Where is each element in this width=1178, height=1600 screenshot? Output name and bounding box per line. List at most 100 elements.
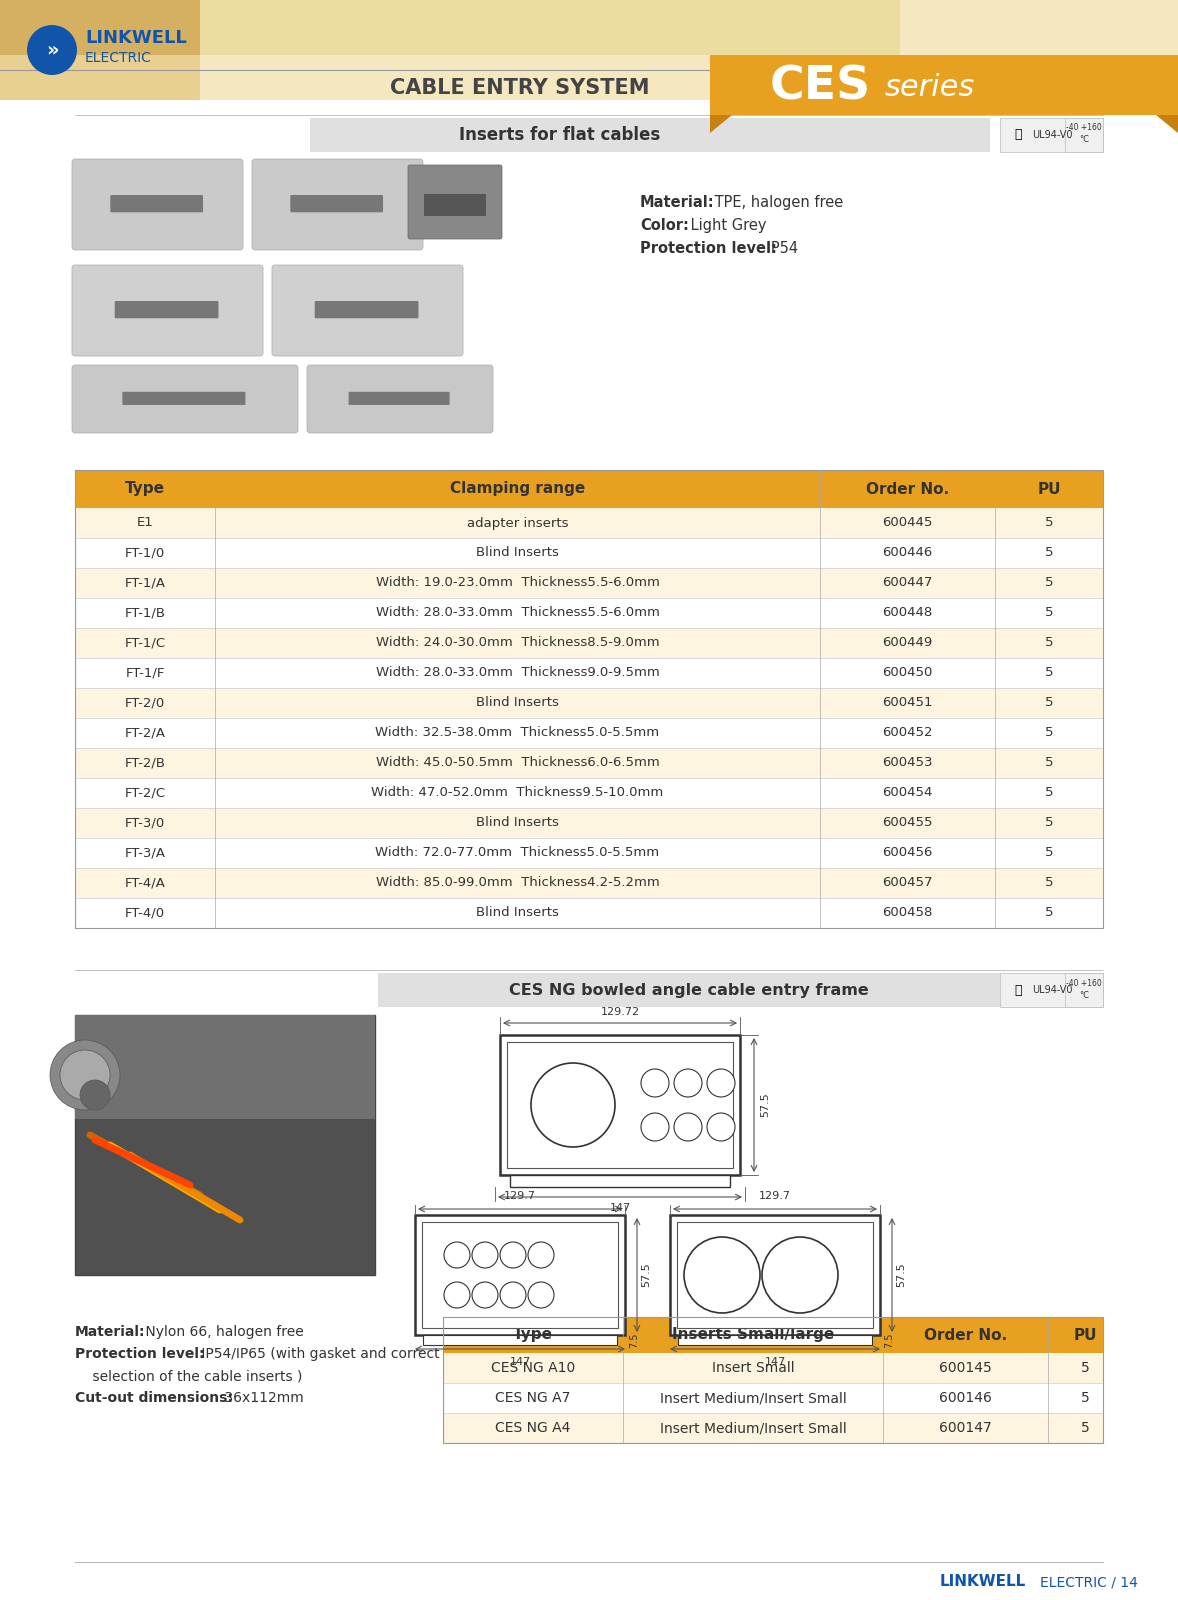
Text: 5: 5 xyxy=(1081,1421,1090,1435)
Bar xyxy=(75,1014,375,1118)
Text: CABLE ENTRY SYSTEM: CABLE ENTRY SYSTEM xyxy=(390,78,650,98)
Text: Cut-out dimensions:: Cut-out dimensions: xyxy=(75,1390,233,1405)
Text: Inserts for flat cables: Inserts for flat cables xyxy=(459,126,661,144)
Bar xyxy=(75,898,1103,928)
Text: 600453: 600453 xyxy=(882,757,933,770)
Text: Width: 47.0-52.0mm  Thickness9.5-10.0mm: Width: 47.0-52.0mm Thickness9.5-10.0mm xyxy=(371,787,663,800)
FancyBboxPatch shape xyxy=(315,301,418,318)
Text: TPE, halogen free: TPE, halogen free xyxy=(710,195,843,210)
FancyBboxPatch shape xyxy=(272,266,463,357)
Polygon shape xyxy=(1156,115,1178,133)
Text: 5: 5 xyxy=(1045,547,1053,560)
Text: Width: 32.5-38.0mm  Thickness5.0-5.5mm: Width: 32.5-38.0mm Thickness5.0-5.5mm xyxy=(376,726,660,739)
FancyBboxPatch shape xyxy=(349,392,450,405)
Text: Inserts Small/large: Inserts Small/large xyxy=(671,1328,834,1342)
Text: 5: 5 xyxy=(1045,667,1053,680)
Circle shape xyxy=(444,1282,470,1309)
Bar xyxy=(670,1214,880,1334)
Text: -40 +160: -40 +160 xyxy=(1066,979,1101,987)
Circle shape xyxy=(499,1242,527,1267)
Text: 5: 5 xyxy=(1045,637,1053,650)
Bar xyxy=(510,1174,730,1187)
Bar xyxy=(75,658,1103,688)
Circle shape xyxy=(528,1282,554,1309)
Text: FT-4/0: FT-4/0 xyxy=(125,907,165,920)
Text: 147: 147 xyxy=(765,1357,786,1366)
Bar xyxy=(75,688,1103,718)
Text: CES: CES xyxy=(770,64,872,109)
Text: Insert Medium/Insert Small: Insert Medium/Insert Small xyxy=(660,1390,846,1405)
Text: Width: 28.0-33.0mm  Thickness9.0-9.5mm: Width: 28.0-33.0mm Thickness9.0-9.5mm xyxy=(376,667,660,680)
Text: series: series xyxy=(885,72,975,101)
Text: Blind Inserts: Blind Inserts xyxy=(476,696,558,709)
Text: 5: 5 xyxy=(1045,606,1053,619)
Bar xyxy=(75,778,1103,808)
Text: 5: 5 xyxy=(1045,576,1053,589)
Text: FT-1/0: FT-1/0 xyxy=(125,547,165,560)
Text: FT-4/A: FT-4/A xyxy=(125,877,165,890)
Text: 129.7: 129.7 xyxy=(759,1190,790,1202)
Text: Blind Inserts: Blind Inserts xyxy=(476,907,558,920)
Text: 5: 5 xyxy=(1045,816,1053,829)
Circle shape xyxy=(641,1069,669,1098)
Text: CES NG bowled angle cable entry frame: CES NG bowled angle cable entry frame xyxy=(509,982,869,997)
Text: 36x112mm: 36x112mm xyxy=(220,1390,304,1405)
Bar xyxy=(75,808,1103,838)
FancyBboxPatch shape xyxy=(114,301,218,318)
Text: °C: °C xyxy=(1079,990,1088,1000)
Text: Width: 72.0-77.0mm  Thickness5.0-5.5mm: Width: 72.0-77.0mm Thickness5.0-5.5mm xyxy=(376,846,660,859)
Text: 5: 5 xyxy=(1045,846,1053,859)
Text: Protection level:: Protection level: xyxy=(75,1347,205,1362)
Text: FT-2/C: FT-2/C xyxy=(125,787,166,800)
Text: 600456: 600456 xyxy=(882,846,933,859)
Text: 5: 5 xyxy=(1081,1390,1090,1405)
Text: 600458: 600458 xyxy=(882,907,933,920)
Text: Material:: Material: xyxy=(640,195,715,210)
Text: LINKWELL: LINKWELL xyxy=(940,1574,1026,1589)
Circle shape xyxy=(531,1062,615,1147)
Text: ELECTRIC / 14: ELECTRIC / 14 xyxy=(1040,1574,1138,1589)
Text: 5: 5 xyxy=(1045,517,1053,530)
Bar xyxy=(710,54,1178,115)
Text: Order No.: Order No. xyxy=(924,1328,1007,1342)
Text: FT-1/A: FT-1/A xyxy=(125,576,165,589)
Text: Width: 19.0-23.0mm  Thickness5.5-6.0mm: Width: 19.0-23.0mm Thickness5.5-6.0mm xyxy=(376,576,660,589)
Text: 600445: 600445 xyxy=(882,517,933,530)
Text: Protection level:: Protection level: xyxy=(640,242,776,256)
Text: FT-2/B: FT-2/B xyxy=(125,757,165,770)
Bar xyxy=(75,627,1103,658)
Bar xyxy=(499,1035,740,1174)
Text: Width: 28.0-33.0mm  Thickness5.5-6.0mm: Width: 28.0-33.0mm Thickness5.5-6.0mm xyxy=(376,606,660,619)
Text: Width: 45.0-50.5mm  Thickness6.0-6.5mm: Width: 45.0-50.5mm Thickness6.0-6.5mm xyxy=(376,757,660,770)
Circle shape xyxy=(762,1237,838,1314)
Bar xyxy=(443,1317,1103,1443)
Text: 129.72: 129.72 xyxy=(601,1006,640,1018)
Text: 57.5: 57.5 xyxy=(760,1093,770,1117)
Circle shape xyxy=(641,1114,669,1141)
Bar xyxy=(200,0,1178,99)
FancyBboxPatch shape xyxy=(72,158,243,250)
Text: 600449: 600449 xyxy=(882,637,933,650)
Text: Blind Inserts: Blind Inserts xyxy=(476,816,558,829)
Bar xyxy=(75,470,1103,928)
Bar xyxy=(0,0,1178,99)
Text: Width: 85.0-99.0mm  Thickness4.2-5.2mm: Width: 85.0-99.0mm Thickness4.2-5.2mm xyxy=(376,877,660,890)
Text: Blind Inserts: Blind Inserts xyxy=(476,547,558,560)
Bar xyxy=(75,568,1103,598)
Bar xyxy=(75,867,1103,898)
Bar xyxy=(443,1354,1103,1382)
Text: PU: PU xyxy=(1038,482,1060,496)
Circle shape xyxy=(472,1242,498,1267)
Bar xyxy=(75,1014,375,1275)
Text: Light Grey: Light Grey xyxy=(686,218,767,234)
Text: -40 +160: -40 +160 xyxy=(1066,123,1101,133)
Bar xyxy=(1000,118,1103,152)
Circle shape xyxy=(707,1114,735,1141)
Bar xyxy=(443,1413,1103,1443)
Text: 147: 147 xyxy=(609,1203,630,1213)
Text: 7.5: 7.5 xyxy=(884,1333,894,1347)
Text: 600147: 600147 xyxy=(939,1421,992,1435)
Circle shape xyxy=(444,1242,470,1267)
Text: adapter inserts: adapter inserts xyxy=(466,517,568,530)
Text: UL94-V0: UL94-V0 xyxy=(1032,130,1072,141)
